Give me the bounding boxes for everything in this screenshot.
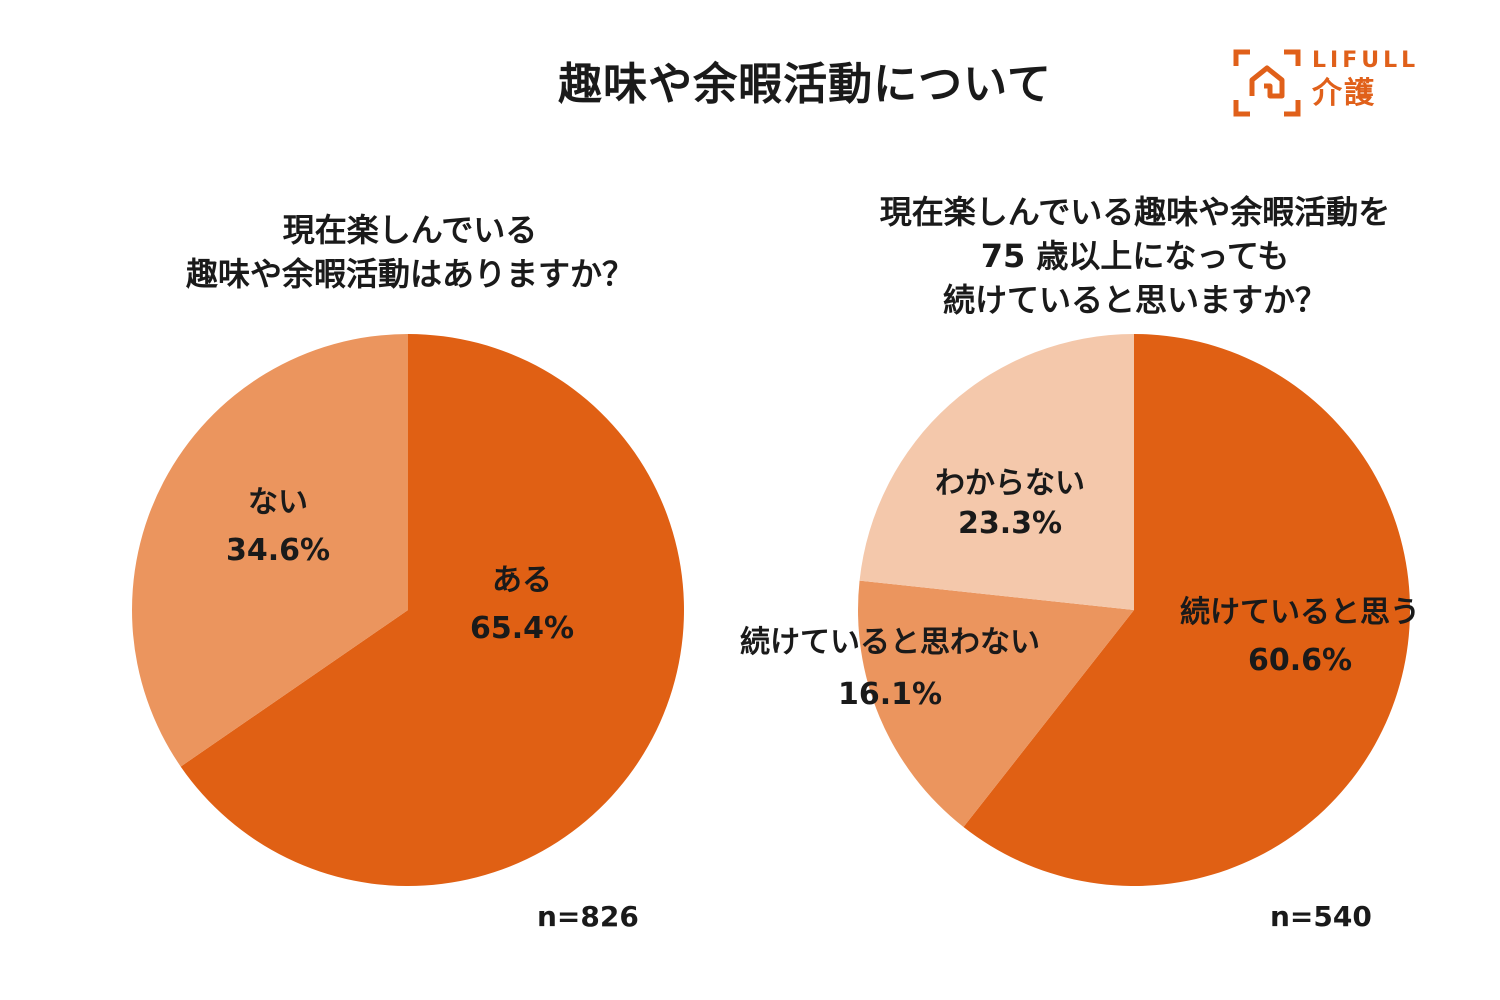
pie-chart-continue-after-75: 続けていると思う 60.6% 続けていると思わない 16.1% わからない 23.3% xyxy=(740,334,1420,886)
pie-slice xyxy=(858,580,1134,828)
chart1-question-line: 現在楽しんでいる xyxy=(282,211,538,249)
chart2-question: 現在楽しんでいる趣味や余暇活動を 75 歳以上になっても 続けていると思いますか… xyxy=(790,190,1480,322)
home-bracket-icon xyxy=(1233,49,1301,117)
slice-category-label: ない xyxy=(248,485,308,520)
chart1-question-line: 趣味や余暇活動はありますか？ xyxy=(185,255,634,293)
slice-percent-label: 60.6% xyxy=(1248,643,1352,678)
slice-percent-label: 23.3% xyxy=(958,506,1062,541)
chart2-question-line: 現在楽しんでいる趣味や余暇活動を xyxy=(879,193,1391,231)
pie-slice xyxy=(180,334,684,886)
chart2-question-line: 75 歳以上になっても xyxy=(980,237,1290,275)
brand-logo: LIFULL 介護 xyxy=(1232,48,1442,118)
page-title: 趣味や余暇活動について xyxy=(558,59,1052,110)
slice-category-label: 続けていると思う xyxy=(1180,595,1420,630)
logo-service-text: 介護 xyxy=(1312,76,1376,111)
slice-percent-label: 16.1% xyxy=(838,677,942,712)
slice-percent-label: 34.6% xyxy=(226,533,330,568)
logo-brand-text: LIFULL xyxy=(1312,48,1420,73)
pie-chart-hobby-exists: ある 65.4% ない 34.6% xyxy=(132,334,684,886)
chart1-sample-size: n=826 xyxy=(537,900,639,933)
slice-category-label: 続けていると思わない xyxy=(740,625,1040,660)
pie-slice xyxy=(132,334,408,767)
slice-percent-label: 65.4% xyxy=(470,611,574,646)
chart2-question-line: 続けていると思いますか？ xyxy=(942,281,1327,319)
slice-category-label: ある xyxy=(492,563,552,598)
pie-slice xyxy=(859,334,1134,610)
chart2-sample-size: n=540 xyxy=(1270,900,1372,933)
pie-slice xyxy=(963,334,1410,886)
chart1-question: 現在楽しんでいる 趣味や余暇活動はありますか？ xyxy=(110,208,710,296)
slice-category-label: わからない xyxy=(935,466,1085,501)
